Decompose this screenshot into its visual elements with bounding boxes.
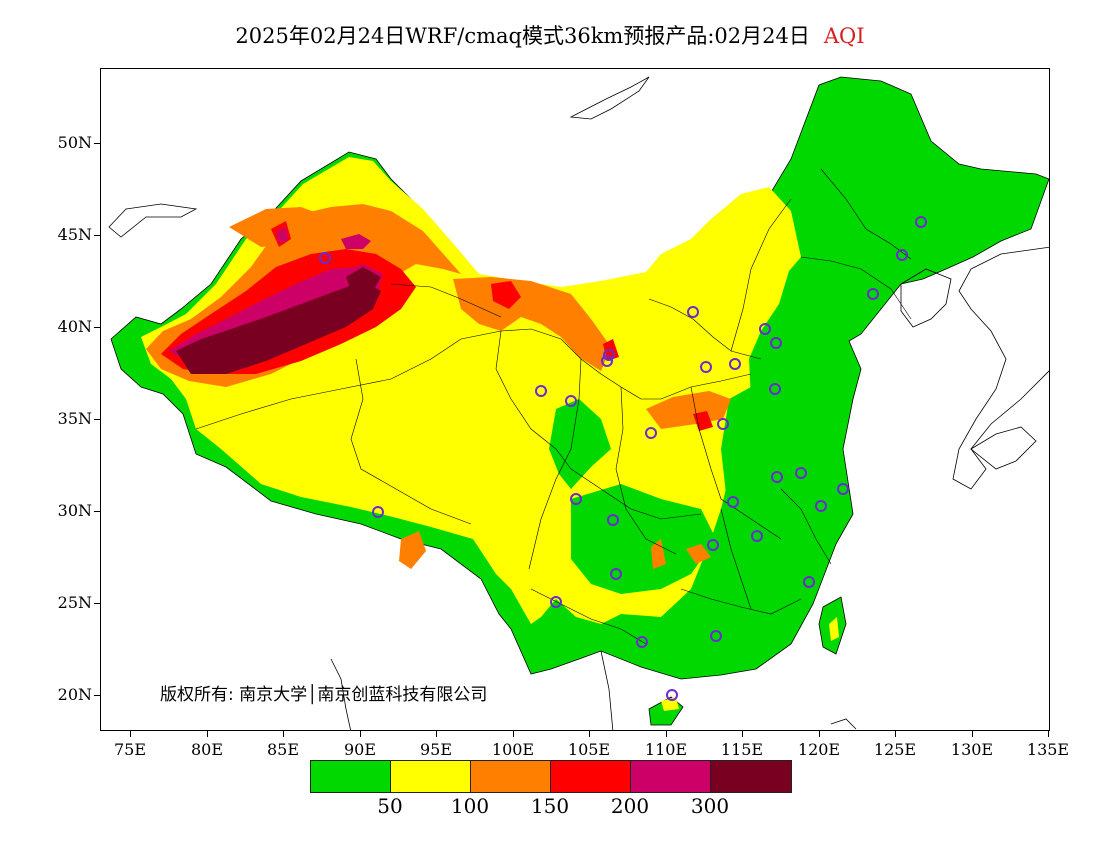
legend-swatch <box>551 761 631 792</box>
y-label-20N: 20N <box>57 685 92 704</box>
y-tick <box>94 511 100 512</box>
legend-swatch <box>711 761 791 792</box>
aqi-map <box>108 76 1049 730</box>
x-tick <box>360 731 361 737</box>
x-label-95E: 95E <box>419 740 453 759</box>
region-darkred-tarim <box>176 281 381 374</box>
y-label-25N: 25N <box>57 593 92 612</box>
region-green-south <box>571 484 716 594</box>
legend-swatch <box>471 761 551 792</box>
y-tick <box>94 603 100 604</box>
y-label-50N: 50N <box>57 133 92 152</box>
region-green-coast <box>761 369 806 459</box>
x-label-125E: 125E <box>873 740 917 759</box>
y-tick <box>94 327 100 328</box>
map-title: 2025年02月24日WRF/cmaq模式36km预报产品:02月24日 AQI <box>0 20 1100 50</box>
title-text: 2025年02月24日WRF/cmaq模式36km预报产品:02月24日 <box>235 24 810 48</box>
region-green-east <box>721 387 771 509</box>
y-tick <box>94 235 100 236</box>
x-label-80E: 80E <box>190 740 224 759</box>
region-orange-hunan <box>651 539 666 569</box>
legend-swatch <box>311 761 391 792</box>
y-tick <box>94 419 100 420</box>
x-tick <box>436 731 437 737</box>
x-tick <box>1048 731 1049 737</box>
x-label-105E: 105E <box>567 740 611 759</box>
region-red-henan <box>693 411 713 431</box>
variable-label: AQI <box>823 24 865 48</box>
legend-label-50: 50 <box>377 794 403 818</box>
aqi-legend-bar <box>310 760 792 793</box>
x-label-135E: 135E <box>1026 740 1070 759</box>
x-tick <box>972 731 973 737</box>
x-label-110E: 110E <box>644 740 688 759</box>
x-tick <box>283 731 284 737</box>
region-darkred-junggar <box>346 267 381 291</box>
neighbour-coastlines <box>108 76 1049 730</box>
station-markers <box>319 216 927 701</box>
y-tick <box>94 695 100 696</box>
region-orange-central <box>453 277 611 371</box>
x-label-85E: 85E <box>266 740 300 759</box>
x-tick <box>589 731 590 737</box>
x-label-120E: 120E <box>797 740 841 759</box>
x-tick <box>130 731 131 737</box>
x-label-130E: 130E <box>950 740 994 759</box>
legend-label-300: 300 <box>690 794 730 818</box>
legend-label-150: 150 <box>530 794 570 818</box>
x-tick <box>895 731 896 737</box>
map-frame: 版权所有: 南京大学│南京创蓝科技有限公司 <box>100 68 1050 731</box>
y-label-35N: 35N <box>57 409 92 428</box>
province-borders <box>195 168 912 645</box>
legend-swatch <box>631 761 711 792</box>
copyright-note: 版权所有: 南京大学│南京创蓝科技有限公司 <box>160 685 488 705</box>
y-label-40N: 40N <box>57 317 92 336</box>
hainan-yellow <box>661 697 679 711</box>
x-tick <box>207 731 208 737</box>
legend-swatch <box>391 761 471 792</box>
x-tick <box>513 731 514 737</box>
y-label-30N: 30N <box>57 501 92 520</box>
x-tick <box>819 731 820 737</box>
region-magenta-north <box>276 227 288 243</box>
region-green-sichuan <box>549 399 611 489</box>
region-orange-hunan2 <box>686 544 711 564</box>
x-label-75E: 75E <box>113 740 147 759</box>
legend-label-100: 100 <box>450 794 490 818</box>
x-tick <box>742 731 743 737</box>
y-tick <box>94 143 100 144</box>
x-label-100E: 100E <box>491 740 535 759</box>
taiwan-yellow <box>829 617 839 641</box>
x-tick <box>666 731 667 737</box>
region-orange-tibet <box>399 531 426 569</box>
legend-label-200: 200 <box>610 794 650 818</box>
region-magenta-upper <box>341 234 371 249</box>
x-label-115E: 115E <box>720 740 764 759</box>
y-label-45N: 45N <box>57 225 92 244</box>
region-red-east <box>491 281 521 309</box>
x-label-90E: 90E <box>343 740 377 759</box>
